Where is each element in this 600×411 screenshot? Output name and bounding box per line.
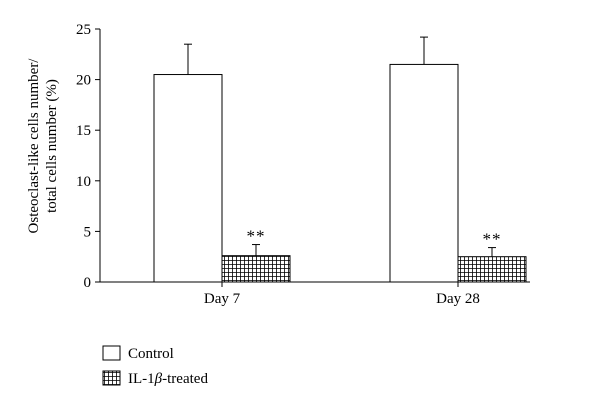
y-tick-label: 5	[84, 224, 92, 240]
bar-il1b-0	[221, 255, 291, 283]
legend: Control IL-1β-treated	[102, 345, 208, 387]
legend-swatch-il1b	[102, 370, 121, 386]
significance-marker: **	[483, 230, 502, 249]
y-tick-label: 25	[76, 22, 91, 38]
y-tick-label: 10	[76, 174, 91, 190]
y-tick-label: 0	[84, 275, 92, 291]
x-category-label: Day 7	[204, 291, 241, 307]
legend-swatch-control	[102, 345, 121, 361]
x-category-label: Day 28	[436, 291, 480, 307]
bar-control-0	[153, 74, 223, 283]
y-axis-label-line1: Osteoclast-like cells number/	[26, 58, 42, 234]
bar-control-1	[389, 63, 459, 283]
bar-il1b-1	[457, 256, 527, 283]
legend-label-il1b: IL-1β-treated	[128, 371, 208, 387]
y-tick-label: 20	[76, 73, 91, 89]
y-axis-label-line2: total cells number (%)	[44, 79, 60, 213]
significance-marker: **	[247, 227, 266, 246]
y-tick-label: 15	[76, 123, 91, 139]
plot-area: 0 5 10 15 20 25 Day 7 ** Day 28 **	[76, 22, 530, 307]
legend-label-control: Control	[128, 346, 174, 362]
